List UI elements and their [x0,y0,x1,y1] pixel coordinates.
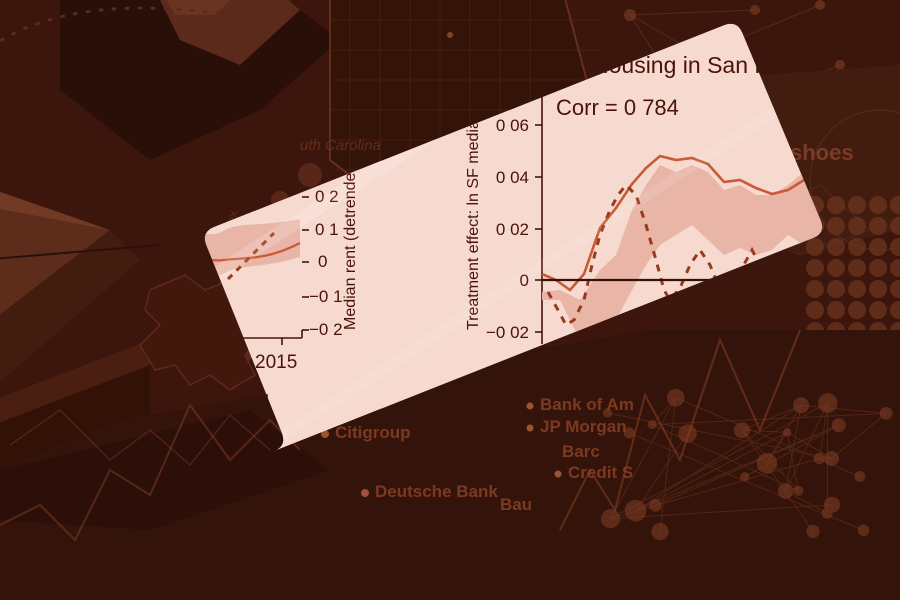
svg-text:uth Carolina: uth Carolina [300,137,381,154]
svg-text:Barc: Barc [562,442,600,461]
svg-text:Citigroup: Citigroup [335,423,411,442]
svg-text:JP Morgan: JP Morgan [540,417,627,436]
svg-text:Bau: Bau [500,495,532,514]
svg-text:Bank of Am: Bank of Am [540,395,634,414]
svg-text:shoes: shoes [790,140,854,165]
svg-text:Deutsche Bank: Deutsche Bank [375,482,498,501]
